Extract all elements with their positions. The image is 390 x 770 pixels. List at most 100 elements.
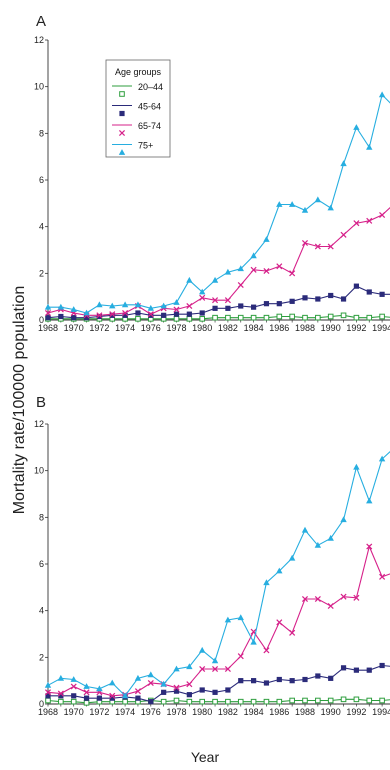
data-point xyxy=(109,302,116,309)
data-point xyxy=(212,689,218,695)
x-tick-label: 1974 xyxy=(115,707,135,717)
data-point xyxy=(288,554,296,561)
data-point xyxy=(328,675,334,681)
y-tick-label: 6 xyxy=(39,175,44,185)
data-point xyxy=(327,534,334,541)
data-point xyxy=(238,303,244,309)
data-point xyxy=(263,680,270,686)
data-point xyxy=(186,316,193,322)
x-tick-label: 1986 xyxy=(269,323,289,333)
data-point xyxy=(288,201,296,207)
data-point xyxy=(251,678,257,684)
x-tick-label: 1988 xyxy=(295,707,315,717)
x-tick-label: 1992 xyxy=(346,323,366,333)
x-tick-label: 1980 xyxy=(192,707,212,717)
data-point xyxy=(379,662,385,669)
data-point xyxy=(134,301,142,308)
data-point xyxy=(134,674,142,681)
data-point xyxy=(122,698,128,705)
data-point xyxy=(353,283,359,289)
data-point xyxy=(340,665,347,671)
data-point xyxy=(366,289,372,295)
data-point xyxy=(301,206,309,213)
data-point xyxy=(353,667,359,673)
data-point xyxy=(315,673,321,679)
data-point xyxy=(70,676,77,682)
data-point xyxy=(366,143,373,150)
legend-label: 75+ xyxy=(138,141,153,151)
data-point xyxy=(353,124,360,130)
data-point xyxy=(57,690,64,697)
data-point xyxy=(83,309,90,316)
data-point xyxy=(250,698,257,705)
x-tick-label: 1980 xyxy=(192,323,212,333)
data-point xyxy=(96,685,103,692)
data-point xyxy=(340,696,347,703)
x-tick-label: 1970 xyxy=(64,707,84,717)
data-point xyxy=(134,688,141,695)
x-tick-label: 1982 xyxy=(218,707,238,717)
legend-marker xyxy=(118,129,126,137)
x-tick-label: 1982 xyxy=(218,323,238,333)
x-tick-label: 1972 xyxy=(89,707,109,717)
legend: Age groups 20–44 45-64 65-74 75+ xyxy=(105,59,171,158)
x-tick-label: 1984 xyxy=(244,323,264,333)
data-point xyxy=(225,305,231,311)
y-tick-label: 12 xyxy=(34,35,44,45)
y-axis-label: Mortality rate/100000 population xyxy=(11,286,28,515)
data-point xyxy=(147,311,154,318)
data-point xyxy=(199,288,206,295)
data-point xyxy=(289,678,295,684)
data-point xyxy=(83,700,90,706)
y-tick-label: 10 xyxy=(34,466,44,476)
data-point xyxy=(45,315,51,321)
data-point xyxy=(173,306,180,313)
x-tick-label: 1992 xyxy=(346,707,366,717)
data-point xyxy=(328,292,334,299)
data-point xyxy=(250,252,257,259)
data-point xyxy=(45,697,51,704)
data-point xyxy=(96,695,102,701)
data-point xyxy=(238,678,244,684)
data-point xyxy=(289,298,295,304)
data-point xyxy=(366,314,373,321)
data-point xyxy=(301,526,309,533)
data-point xyxy=(378,91,386,98)
data-point xyxy=(301,595,309,603)
data-point xyxy=(173,299,180,305)
x-tick-label: 1976 xyxy=(141,323,161,333)
data-point xyxy=(109,695,115,701)
data-point xyxy=(314,541,322,548)
data-point xyxy=(263,236,270,242)
data-point xyxy=(224,616,232,623)
legend-label: 45-64 xyxy=(138,102,161,112)
data-point xyxy=(109,312,115,318)
data-point xyxy=(224,297,231,304)
data-point xyxy=(366,667,372,673)
data-point xyxy=(57,303,65,310)
data-point xyxy=(314,595,321,603)
data-point xyxy=(366,497,373,504)
panel-label-b: B xyxy=(36,394,46,411)
data-point xyxy=(289,313,295,320)
series-a-2 xyxy=(44,207,390,319)
series-a-3 xyxy=(44,91,390,316)
x-tick-label: 1988 xyxy=(295,323,315,333)
data-point xyxy=(212,305,218,311)
data-point xyxy=(276,698,283,705)
data-point xyxy=(135,695,141,701)
series-line xyxy=(47,451,390,697)
y-tick-label: 12 xyxy=(34,419,44,429)
legend-marker xyxy=(119,91,125,97)
data-point xyxy=(186,692,192,698)
series-line xyxy=(48,664,390,703)
series-a-1 xyxy=(45,283,390,321)
data-point xyxy=(58,313,64,320)
data-point xyxy=(276,201,283,207)
data-point xyxy=(160,698,167,705)
data-point xyxy=(366,697,373,704)
data-point xyxy=(237,265,244,272)
panel-label-a: A xyxy=(36,13,46,30)
legend-marker xyxy=(118,149,126,155)
data-point xyxy=(58,693,64,699)
